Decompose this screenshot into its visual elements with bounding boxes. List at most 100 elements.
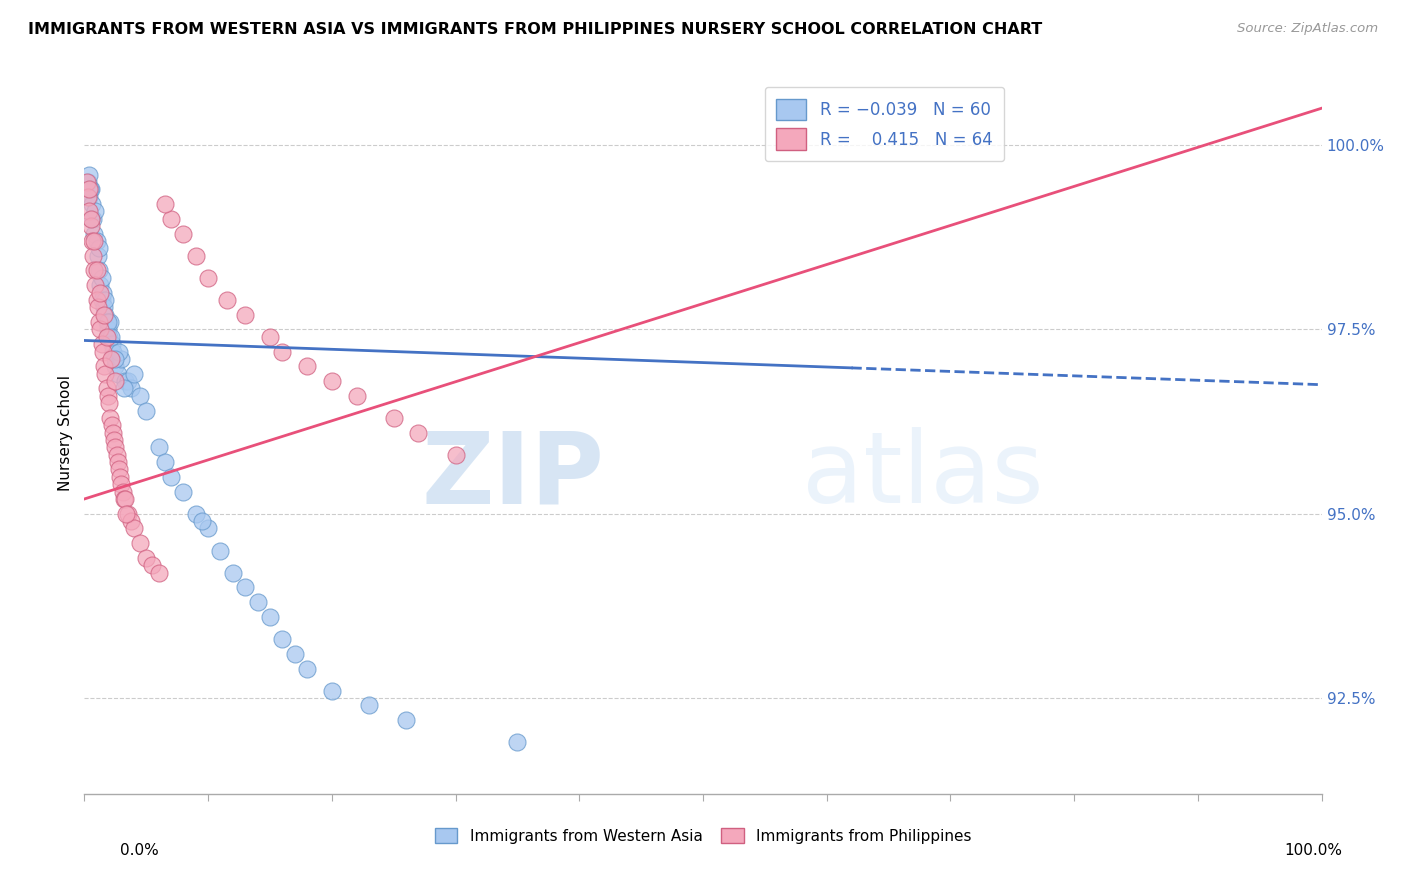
Point [77,182,100,196]
Point [84,204,107,219]
Point [80,211,103,226]
Point [112,381,135,395]
Point [94,293,117,307]
Point [153,197,176,211]
Point [82,211,104,226]
Point [84,278,107,293]
Point [191,514,214,528]
Point [80,197,103,211]
Point [259,330,281,344]
Point [79,219,101,234]
Point [83,227,105,241]
Point [506,735,529,749]
Point [284,647,307,661]
Point [89,322,111,336]
Point [101,425,124,440]
Point [87,300,110,314]
Point [114,374,136,388]
Point [100,330,122,344]
Point [444,448,467,462]
Point [110,470,132,484]
Point [295,661,318,675]
Point [172,484,194,499]
Point [96,315,118,329]
Point [111,484,134,499]
Point [357,698,380,713]
Point [97,315,120,329]
Point [90,293,112,307]
Point [120,381,142,395]
Text: Source: ZipAtlas.com: Source: ZipAtlas.com [1237,22,1378,36]
Point [104,441,127,455]
Point [96,381,118,395]
Point [110,351,132,366]
Point [172,227,194,241]
Point [321,374,343,388]
Point [107,455,129,469]
Point [160,211,183,226]
Point [141,558,163,573]
Point [98,410,121,425]
Point [93,308,115,322]
Point [117,507,139,521]
Point [160,470,183,484]
Point [79,204,101,219]
Point [98,315,121,329]
Point [108,462,131,476]
Point [184,507,207,521]
Point [90,337,112,351]
Point [77,168,100,182]
Point [408,425,430,440]
Point [197,270,219,285]
Point [87,241,110,255]
Point [346,389,368,403]
Point [91,344,114,359]
Point [91,285,114,300]
Point [112,491,135,506]
Point [104,351,127,366]
Point [115,507,138,521]
Point [120,514,142,528]
Point [83,263,105,277]
Point [110,477,132,491]
Legend: Immigrants from Western Asia, Immigrants from Philippines: Immigrants from Western Asia, Immigrants… [427,820,979,851]
Text: atlas: atlas [801,427,1043,524]
Point [97,322,120,336]
Point [98,396,121,410]
Point [80,234,103,248]
Point [259,610,281,624]
Point [295,359,318,374]
Y-axis label: Nursery School: Nursery School [58,375,73,491]
Point [86,234,108,248]
Point [107,367,129,381]
Point [122,521,145,535]
Point [321,683,343,698]
Point [184,249,207,263]
Point [114,491,136,506]
Point [129,536,152,550]
Point [148,441,170,455]
Point [93,359,115,374]
Point [89,285,111,300]
Point [117,374,139,388]
Point [94,308,117,322]
Point [135,551,157,566]
Point [79,182,101,196]
Point [153,455,176,469]
Point [108,344,131,359]
Text: 0.0%: 0.0% [120,843,159,858]
Point [209,543,232,558]
Point [79,190,101,204]
Point [100,351,122,366]
Point [135,403,157,417]
Point [122,367,145,381]
Point [77,175,100,189]
Point [80,211,103,226]
Point [79,182,101,196]
Point [395,713,418,727]
Point [271,344,294,359]
Point [233,308,256,322]
Point [246,595,269,609]
Point [103,433,125,447]
Point [89,263,111,277]
